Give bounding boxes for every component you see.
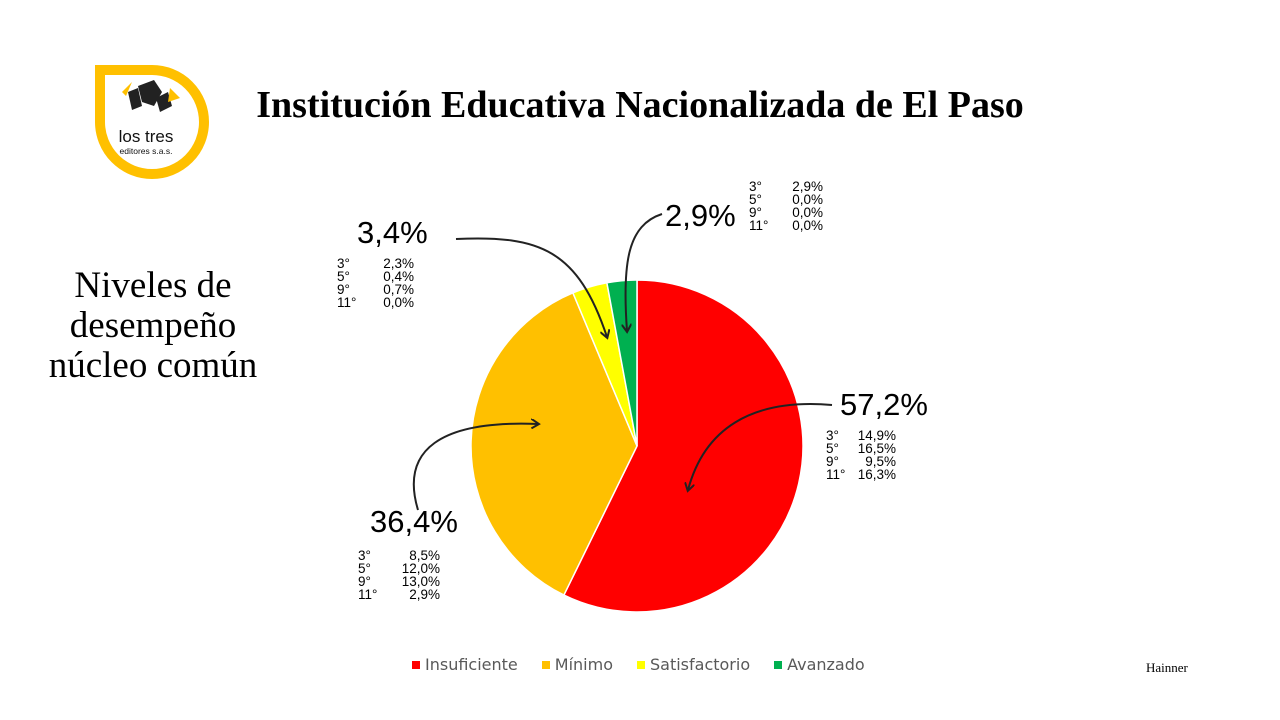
- pie-slices: [470, 279, 804, 613]
- logo-text-sub: editores s.a.s.: [120, 146, 173, 156]
- data-label-mínimo: 36,4%: [370, 504, 458, 539]
- legend-label: Mínimo: [554, 655, 613, 674]
- breakdown-grade: 9°: [358, 574, 371, 589]
- callout-arrow-avanzado: [625, 213, 663, 331]
- legend-label: Satisfactorio: [649, 655, 751, 674]
- pie-slice-insuficiente: [562, 279, 804, 613]
- chart-subtitle: Niveles de desempeño núcleo común: [48, 265, 258, 386]
- pie-slice-avanzado: [606, 279, 638, 447]
- breakdown-value: 0,0%: [792, 218, 823, 233]
- breakdown-grade: 5°: [337, 269, 350, 284]
- callout-arrows: [412, 213, 833, 511]
- breakdown-grade: 11°: [826, 467, 845, 482]
- breakdown-value: 16,5%: [858, 441, 896, 456]
- breakdown-value: 13,0%: [402, 574, 440, 589]
- logo-figure-icon: [122, 80, 180, 112]
- legend-swatch: [774, 660, 783, 669]
- breakdown-value: 16,3%: [858, 467, 896, 482]
- legend-item-insuficiente: Insuficiente: [412, 655, 518, 674]
- breakdown-value: 0,7%: [383, 282, 414, 297]
- legend-item-avanzado: Avanzado: [774, 655, 865, 674]
- breakdown-value: 0,0%: [792, 205, 823, 220]
- breakdown-grade: 11°: [337, 295, 356, 310]
- page-title: Institución Educativa Nacionalizada de E…: [256, 84, 1024, 126]
- footer-author: Hainner: [1146, 660, 1188, 675]
- legend-item-satisfactorio: Satisfactorio: [636, 655, 751, 674]
- breakdown-value: 2,9%: [409, 587, 440, 602]
- callout-arrow-satisfactorio: [455, 237, 607, 337]
- breakdown-grade: 11°: [358, 587, 377, 602]
- legend-swatch: [541, 660, 550, 669]
- breakdown-grade: 3°: [337, 256, 350, 271]
- callout-arrow-insuficiente: [688, 403, 833, 490]
- legend-swatch: [636, 660, 645, 669]
- data-label-avanzado: 2,9%: [665, 198, 736, 233]
- logo-ring: [95, 65, 209, 179]
- breakdown-grade: 9°: [337, 282, 350, 297]
- breakdown-value: 0,0%: [383, 295, 414, 310]
- breakdown-grade: 3°: [749, 179, 762, 194]
- legend-item-mínimo: Mínimo: [541, 655, 613, 674]
- breakdown-grade: 9°: [826, 454, 839, 469]
- data-labels: 57,2%3° 14,9%5° 16,5%9° 9,5%11° 16,3%36,4%3°…: [337, 179, 928, 602]
- breakdown-grade: 3°: [358, 548, 371, 563]
- breakdown-value: 0,4%: [383, 269, 414, 284]
- legend-label: Avanzado: [787, 655, 865, 674]
- breakdown-grade: 9°: [749, 205, 762, 220]
- logo-text-main: los tres: [119, 127, 174, 146]
- breakdown-grade: 5°: [358, 561, 371, 576]
- breakdown-value: 2,3%: [383, 256, 414, 271]
- legend-swatch: [412, 660, 420, 669]
- breakdown-grade: 5°: [826, 441, 839, 456]
- pie-slice-mínimo: [470, 291, 638, 597]
- breakdown-grade: 5°: [749, 192, 762, 207]
- breakdown-value: 14,9%: [858, 428, 896, 443]
- data-label-insuficiente: 57,2%: [840, 387, 928, 422]
- breakdown-value: 9,5%: [865, 454, 896, 469]
- breakdown-value: 0,0%: [792, 192, 823, 207]
- legend-label: Insuficiente: [425, 655, 518, 674]
- breakdown-value: 12,0%: [402, 561, 440, 576]
- data-label-satisfactorio: 3,4%: [357, 215, 428, 250]
- breakdown-grade: 3°: [826, 428, 839, 443]
- chart-legend: Insuficiente Mínimo Satisfactorio Avanzado: [412, 655, 865, 674]
- callout-arrow-mínimo: [412, 424, 538, 511]
- breakdown-value: 2,9%: [792, 179, 823, 194]
- breakdown-grade: 11°: [749, 218, 768, 233]
- logo: los tres editores s.a.s.: [95, 65, 209, 179]
- breakdown-value: 8,5%: [409, 548, 440, 563]
